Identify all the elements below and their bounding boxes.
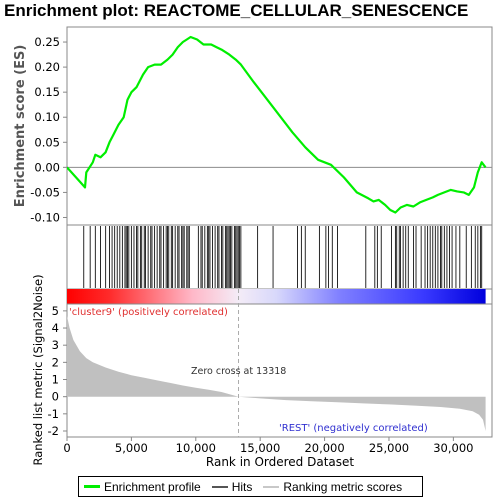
- ranking-metric-area: [67, 316, 486, 431]
- hit-markers: [83, 226, 483, 288]
- es-y-axis: 0.25 0.20 0.15 0.10 0.05 0.00 -0.05 -0.10: [30, 35, 67, 224]
- metric-y-tick-label: -2: [48, 424, 59, 438]
- metric-y-tick-label: 5: [52, 304, 59, 318]
- plot-title: Enrichment plot: REACTOME_CELLULAR_SENES…: [4, 1, 469, 20]
- legend-swatch-enrichment: [84, 485, 100, 488]
- positive-correlation-label: 'cluster9' (positively correlated): [69, 307, 228, 318]
- hits-area: [66, 224, 493, 290]
- metric-x-axis-label: Rank in Ordered Dataset: [206, 455, 354, 469]
- legend-item-hits: Hits: [211, 479, 253, 494]
- enrichment-profile-line: [67, 35, 487, 214]
- legend-label-ranking: Ranking metric scores: [283, 479, 403, 494]
- legend: Enrichment profile Hits Ranking metric s…: [78, 476, 423, 497]
- legend-swatch-ranking: [263, 485, 280, 488]
- metric-y-axis-label: Ranked list metric (Signal2Noise): [31, 274, 45, 465]
- metric-x-tick-label: 5,000: [115, 441, 148, 455]
- metric-y-tick-label: -1: [48, 407, 59, 421]
- metric-x-tick-label: 20,000: [304, 441, 344, 455]
- es-y-tick-label: 0.20: [34, 60, 60, 74]
- legend-item-enrichment-profile: Enrichment profile: [84, 480, 201, 494]
- legend-label-enrichment: Enrichment profile: [104, 479, 201, 494]
- rank-colorbar-panel: [66, 288, 493, 305]
- rank-colorbar: [67, 289, 486, 304]
- es-y-tick-label: 0.00: [34, 160, 60, 174]
- metric-x-tick-label: 25,000: [369, 441, 409, 455]
- zero-cross-label: Zero cross at 13318: [191, 366, 286, 377]
- metric-y-tick-label: 2: [52, 355, 59, 369]
- legend-item-ranking-metric: Ranking metric scores: [263, 480, 402, 494]
- metric-x-tick-label: 30,000: [433, 441, 473, 455]
- enrichment-panel: 0.25 0.20 0.15 0.10 0.05 0.00 -0.05 -0.10 Enric…: [13, 26, 493, 226]
- metric-x-tick-label: 10,000: [176, 441, 216, 455]
- ranked-metric-plot-area: [66, 303, 493, 438]
- es-y-tick-label: 0.10: [34, 110, 60, 124]
- legend-swatch-hits: [211, 485, 228, 488]
- es-y-tick-label: 0.05: [34, 135, 60, 149]
- metric-y-tick-label: 0: [52, 390, 59, 404]
- es-y-axis-label: Enrichment score (ES): [13, 45, 28, 208]
- metric-x-tick-label: 15,000: [240, 441, 280, 455]
- legend-label-hits: Hits: [231, 479, 253, 494]
- negative-correlation-label: 'REST' (negatively correlated): [279, 423, 428, 434]
- es-y-tick-label: 0.25: [34, 35, 60, 49]
- metric-y-axis: 5 4 3 2 1 0 -1 -2: [48, 304, 67, 438]
- ranked-metric-panel: 'cluster9' (positively correlated) Zero …: [31, 274, 493, 469]
- metric-y-tick-label: 4: [52, 321, 59, 335]
- metric-x-axis: 0 5,000 10,000 15,000 20,000 25,000 30,000: [63, 437, 473, 455]
- hits-panel: [66, 224, 493, 290]
- metric-y-tick-label: 1: [52, 373, 59, 387]
- es-y-tick-label: -0.10: [30, 210, 60, 224]
- es-y-tick-label: 0.15: [34, 85, 60, 99]
- enrichment-plot-area: [66, 26, 493, 226]
- es-y-tick-label: -0.05: [30, 185, 60, 199]
- metric-x-tick-label: 0: [63, 441, 70, 455]
- metric-y-tick-label: 3: [52, 338, 59, 352]
